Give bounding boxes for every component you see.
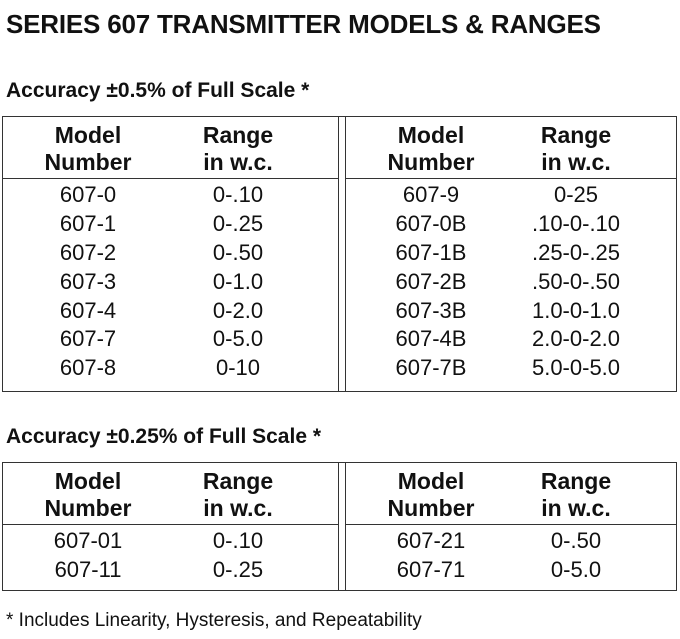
header-line: in w.c. (203, 495, 273, 521)
model-cell: 607-71 (396, 556, 466, 582)
header-line: in w.c. (541, 495, 611, 521)
table-body: 607-0 0-.10 607-1 0-.25 607-2 0-.50 607-3 0-… (3, 181, 338, 383)
header-line: Range (540, 468, 612, 494)
header-line: Range (202, 122, 274, 148)
table-body: 607-21 0-.50 607-71 0-5.0 (346, 527, 676, 585)
table-row: 607-9 0-25 (346, 181, 676, 210)
model-cell: 607-7B (395, 355, 467, 381)
accuracy-0-25-table: Model Number Range in w.c. 607-01 0-.10 6… (2, 462, 677, 591)
page-title: SERIES 607 TRANSMITTER MODELS & RANGES (6, 9, 601, 39)
table-row: 607-2 0-.50 (3, 239, 338, 268)
range-cell: 2.0-0-2.0 (531, 326, 621, 352)
range-header: Range in w.c. (491, 468, 661, 522)
table-row: 607-0B .10-0-.10 (346, 210, 676, 239)
range-cell: .10-0-.10 (531, 210, 621, 236)
range-cell: 0-10 (215, 355, 261, 381)
model-cell: 607-4 (59, 297, 117, 323)
model-cell: 607-11 (54, 556, 122, 582)
header-line: Number (44, 495, 132, 521)
model-number-header: Model Number (346, 122, 516, 176)
table-row: 607-7B 5.0-0-5.0 (346, 354, 676, 383)
header-line: Number (44, 149, 132, 175)
table-right-half: Model Number Range in w.c. 607-9 0-25 607… (346, 117, 676, 391)
range-cell: 0-.50 (212, 239, 264, 265)
footnote: * Includes Linearity, Hysteresis, and Re… (6, 610, 422, 631)
model-cell: 607-3 (59, 268, 117, 294)
range-cell: 0-.25 (212, 210, 264, 236)
model-cell: 607-7 (59, 326, 117, 352)
table-row: 607-3B 1.0-0-1.0 (346, 297, 676, 326)
table-header: Model Number Range in w.c. (3, 117, 338, 179)
table-row: 607-4B 2.0-0-2.0 (346, 325, 676, 354)
model-cell: 607-0 (59, 182, 117, 207)
range-cell: 0-1.0 (212, 268, 264, 294)
table-row: 607-71 0-5.0 (346, 556, 676, 585)
range-header: Range in w.c. (153, 468, 323, 522)
table-header: Model Number Range in w.c. (346, 117, 676, 179)
section-title-0-25-accuracy: Accuracy ±0.25% of Full Scale * (6, 425, 321, 448)
range-header: Range in w.c. (491, 122, 661, 176)
range-cell: 0-5.0 (550, 556, 602, 582)
table-body: 607-01 0-.10 607-11 0-.25 (3, 527, 338, 585)
table-right-half: Model Number Range in w.c. 607-21 0-.50 6… (346, 463, 676, 590)
column-divider (338, 117, 346, 391)
model-number-header: Model Number (3, 468, 173, 522)
model-cell: 607-8 (59, 355, 117, 381)
model-number-header: Model Number (346, 468, 516, 522)
range-cell: 0-2.0 (212, 297, 264, 323)
model-cell: 607-01 (53, 528, 123, 553)
model-number-header: Model Number (3, 122, 173, 176)
model-cell: 607-3B (395, 297, 467, 323)
table-row: 607-01 0-.10 (3, 527, 338, 556)
table-row: 607-4 0-2.0 (3, 297, 338, 326)
table-row: 607-7 0-5.0 (3, 325, 338, 354)
model-cell: 607-4B (395, 326, 467, 352)
table-row: 607-1 0-.25 (3, 210, 338, 239)
range-cell: 0-.50 (550, 528, 602, 553)
accuracy-0-5-table: Model Number Range in w.c. 607-0 0-.10 60… (2, 116, 677, 392)
header-line: Range (540, 122, 612, 148)
table-header: Model Number Range in w.c. (3, 463, 338, 525)
header-line: Model (54, 468, 122, 494)
table-left-half: Model Number Range in w.c. 607-01 0-.10 6… (3, 463, 338, 590)
table-row: 607-21 0-.50 (346, 527, 676, 556)
table-row: 607-0 0-.10 (3, 181, 338, 210)
range-cell: 0-.10 (212, 182, 264, 207)
model-cell: 607-0B (395, 210, 467, 236)
model-cell: 607-1B (395, 239, 467, 265)
header-line: Number (387, 149, 475, 175)
table-left-half: Model Number Range in w.c. 607-0 0-.10 60… (3, 117, 338, 391)
model-cell: 607-2B (395, 268, 467, 294)
header-line: Model (54, 122, 122, 148)
table-row: 607-11 0-.25 (3, 556, 338, 585)
range-header: Range in w.c. (153, 122, 323, 176)
range-cell: 0-.25 (212, 556, 264, 582)
table-row: 607-3 0-1.0 (3, 268, 338, 297)
model-cell: 607-2 (59, 239, 117, 265)
header-line: in w.c. (203, 149, 273, 175)
range-cell: 0-5.0 (212, 326, 264, 352)
model-cell: 607-21 (396, 528, 466, 553)
range-cell: 5.0-0-5.0 (531, 355, 621, 381)
table-row: 607-2B .50-0-.50 (346, 268, 676, 297)
range-cell: 0-25 (553, 182, 599, 207)
table-body: 607-9 0-25 607-0B .10-0-.10 607-1B .25-0-.2… (346, 181, 676, 383)
header-line: Model (397, 122, 465, 148)
table-header: Model Number Range in w.c. (346, 463, 676, 525)
model-cell: 607-1 (59, 210, 117, 236)
range-cell: .50-0-.50 (531, 268, 621, 294)
header-line: Number (387, 495, 475, 521)
header-line: in w.c. (541, 149, 611, 175)
range-cell: 1.0-0-1.0 (531, 297, 621, 323)
header-line: Range (202, 468, 274, 494)
column-divider (338, 463, 346, 590)
section-title-0-5-accuracy: Accuracy ±0.5% of Full Scale * (6, 79, 310, 102)
model-cell: 607-9 (402, 182, 460, 207)
range-cell: 0-.10 (212, 528, 264, 553)
table-row: 607-1B .25-0-.25 (346, 239, 676, 268)
range-cell: .25-0-.25 (531, 239, 621, 265)
header-line: Model (397, 468, 465, 494)
table-row: 607-8 0-10 (3, 354, 338, 383)
